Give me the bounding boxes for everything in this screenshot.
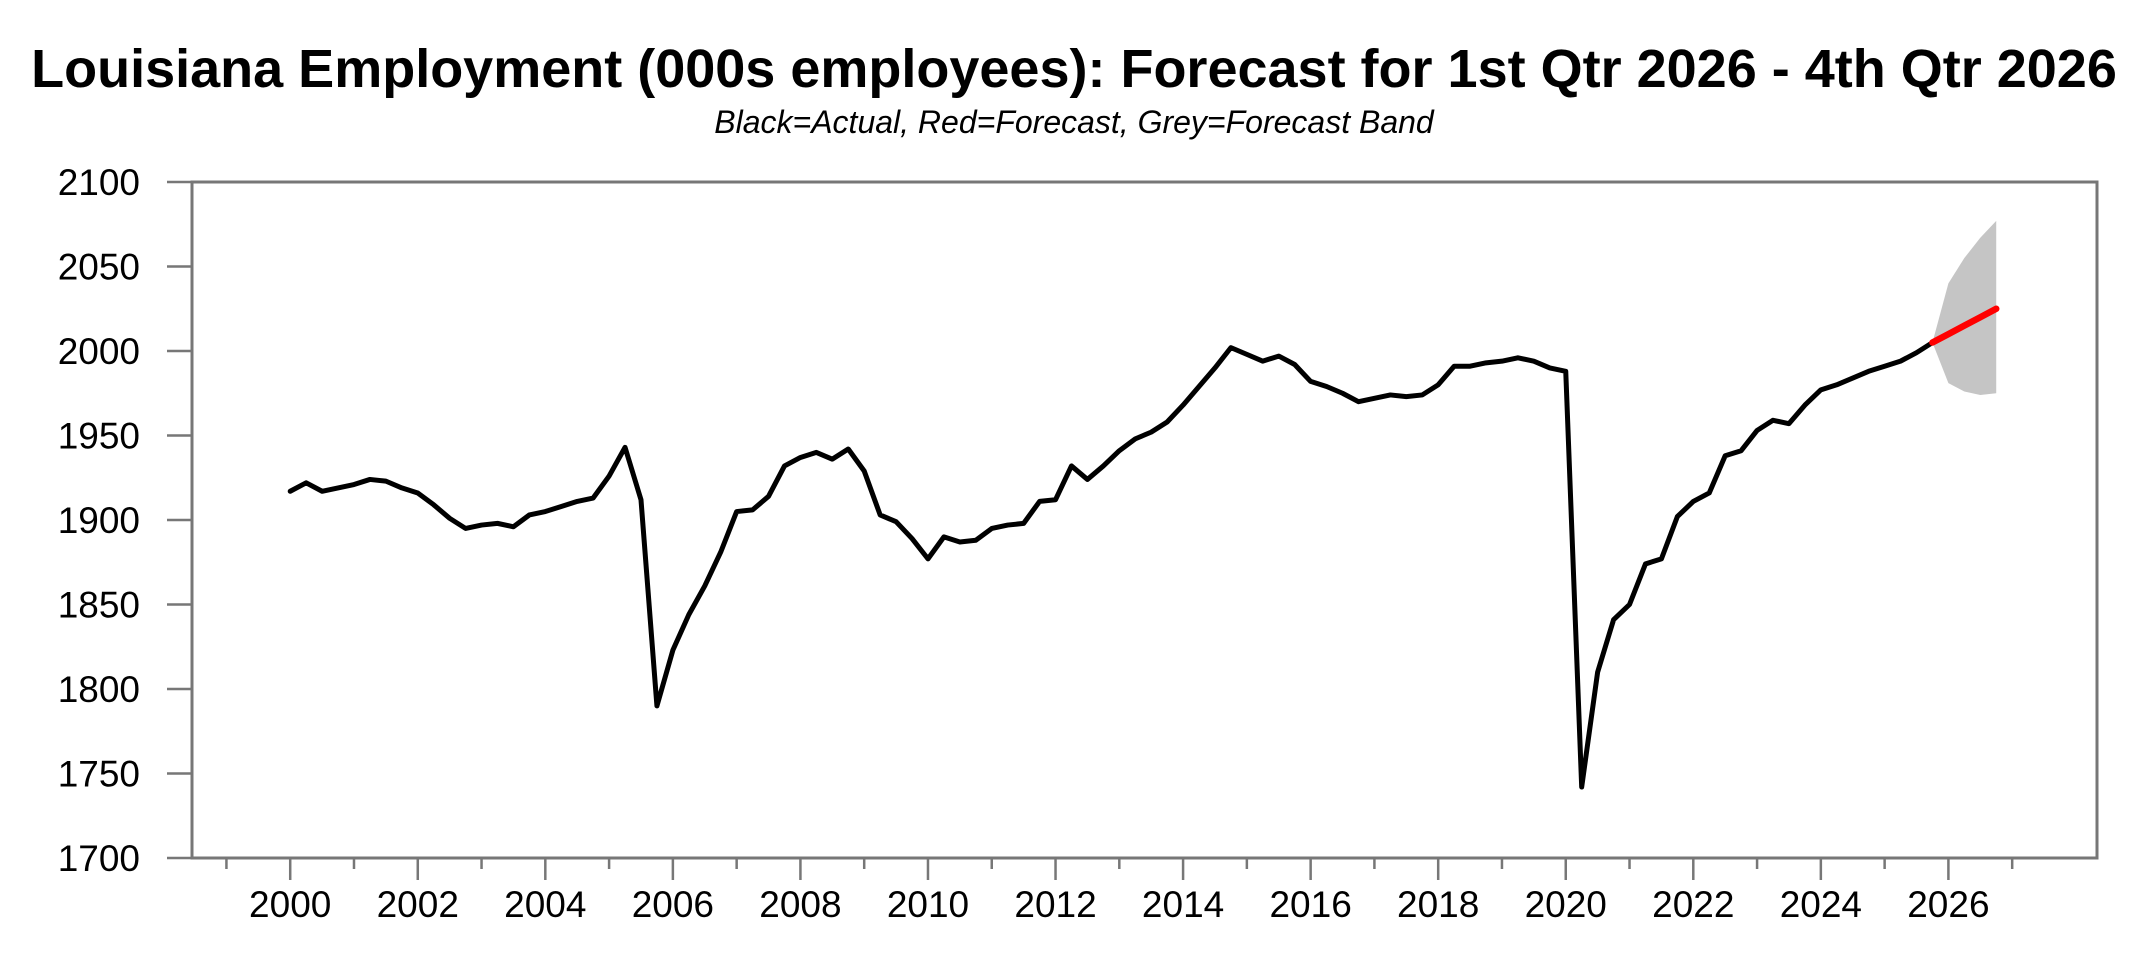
- x-axis-tick-label: 2012: [1014, 884, 1096, 925]
- y-axis-tick-label: 2000: [58, 331, 140, 372]
- chart-legend-note: Black=Actual, Red=Forecast, Grey=Forecas…: [714, 104, 1434, 140]
- x-axis-tick-label: 2008: [759, 884, 841, 925]
- x-axis-tick-label: 2026: [1907, 884, 1989, 925]
- y-axis-tick-label: 1850: [58, 585, 140, 626]
- y-axis-tick-label: 1750: [58, 754, 140, 795]
- y-axis-tick-label: 1700: [58, 838, 140, 879]
- x-axis-tick-label: 2020: [1525, 884, 1607, 925]
- y-axis-tick-label: 1900: [58, 500, 140, 541]
- y-axis-tick-label: 2050: [58, 247, 140, 288]
- chart-title: Louisiana Employment (000s employees): F…: [31, 39, 2117, 99]
- forecast-band: [1932, 220, 1997, 395]
- y-axis-tick-label: 1800: [58, 669, 140, 710]
- y-axis-tick-label: 1950: [58, 416, 140, 457]
- x-axis-tick-label: 2002: [377, 884, 459, 925]
- x-axis-tick-label: 2014: [1142, 884, 1224, 925]
- x-axis-tick-label: 2016: [1269, 884, 1351, 925]
- x-axis-tick-label: 2022: [1652, 884, 1734, 925]
- forecast-series-line: [1929, 305, 2000, 346]
- y-axis-tick-label: 2100: [58, 162, 140, 203]
- x-axis-tick-label: 2024: [1780, 884, 1862, 925]
- x-axis-tick-label: 2006: [632, 884, 714, 925]
- actual-series-line: [287, 340, 1935, 790]
- x-axis-tick-label: 2010: [887, 884, 969, 925]
- x-axis-tick-label: 2004: [504, 884, 586, 925]
- x-axis-tick-label: 2018: [1397, 884, 1479, 925]
- x-axis-tick-label: 2000: [249, 884, 331, 925]
- plot-frame: [190, 180, 2099, 860]
